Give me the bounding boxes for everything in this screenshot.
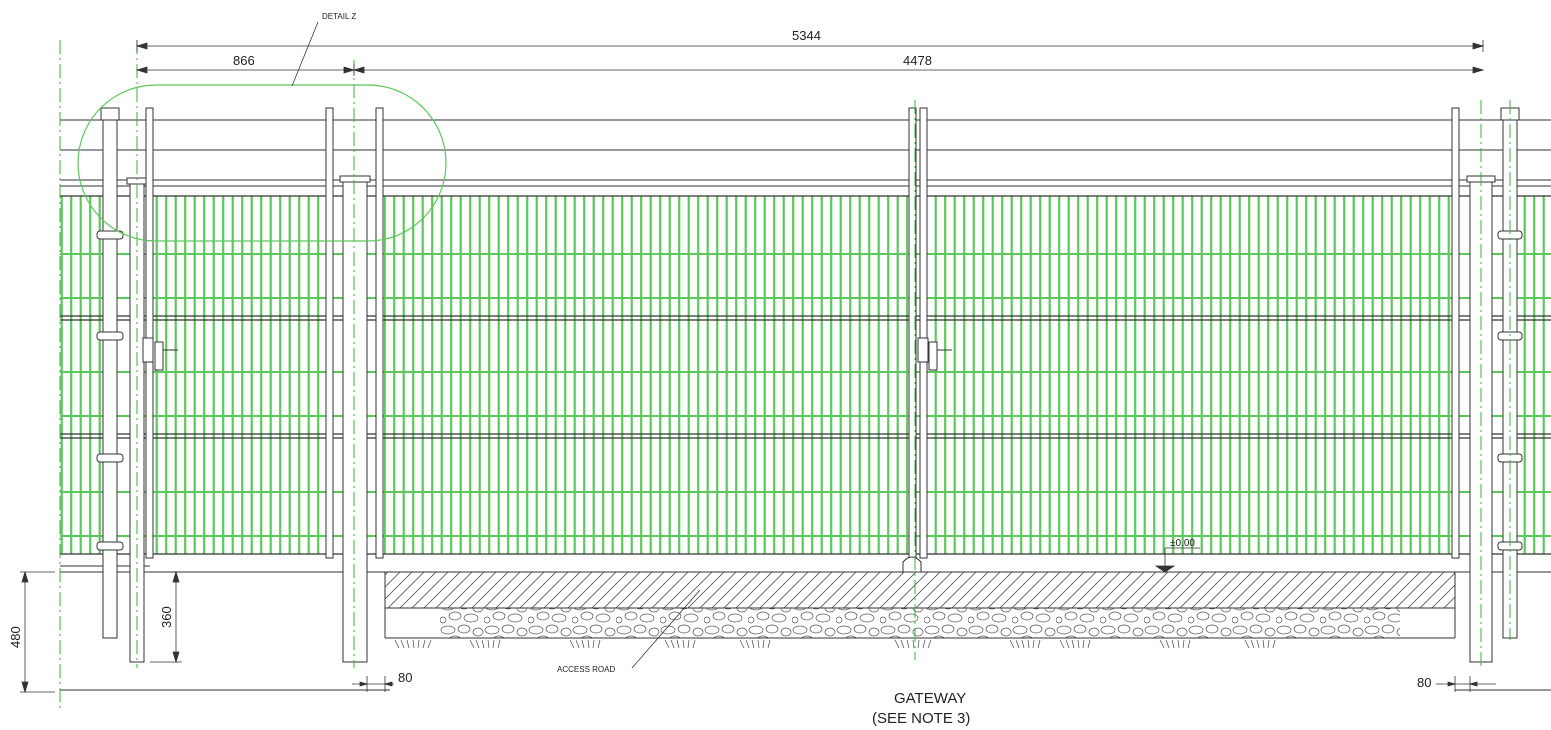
post-depth-dimension-line [20, 570, 55, 694]
latch-icon-left [142, 337, 178, 371]
right-span-dimension: 4478 [903, 53, 932, 68]
post-offset-left-dimension-line [352, 676, 394, 692]
grass-tufts [394, 639, 1276, 649]
top-rails [60, 119, 1551, 187]
level-label: ±0.00 [1170, 538, 1195, 549]
centerlines [59, 40, 1511, 712]
overall-dimension-line [135, 40, 1485, 52]
access-road-leader [631, 589, 701, 669]
detail-z-outline [77, 84, 447, 242]
gateway-caption: GATEWAY [894, 690, 966, 707]
post-offset-right-dimension: 80 [1417, 675, 1431, 690]
post-offset-left-dimension: 80 [398, 670, 412, 685]
post-offset-right-dimension-line [1436, 676, 1496, 692]
span-dimension-lines [135, 64, 1485, 76]
level-marker [1154, 547, 1200, 573]
latch-icon-center [917, 337, 952, 371]
detail-z-label: DETAIL Z [322, 12, 356, 21]
right-gate-post [1451, 107, 1496, 663]
left-fence-post [100, 107, 120, 639]
left-gate-stile [145, 107, 154, 559]
post-depth-dimension: 480 [8, 626, 23, 648]
detail-z-leader [291, 21, 319, 87]
access-road-label: ACCESS ROAD [557, 665, 615, 674]
mesh-panels [60, 196, 1551, 554]
middle-gate-post [325, 107, 384, 663]
gate-frame-rails [60, 195, 1551, 555]
access-road [384, 571, 1456, 639]
center-gate-stiles [902, 107, 928, 573]
gate-post-depth-dimension-line [150, 570, 182, 664]
gate-post-depth-dimension: 360 [159, 606, 174, 628]
left-span-dimension: 866 [233, 53, 255, 68]
overall-dimension: 5344 [792, 28, 821, 43]
gateway-note: (SEE NOTE 3) [872, 710, 970, 727]
mesh-rails [60, 253, 1551, 537]
